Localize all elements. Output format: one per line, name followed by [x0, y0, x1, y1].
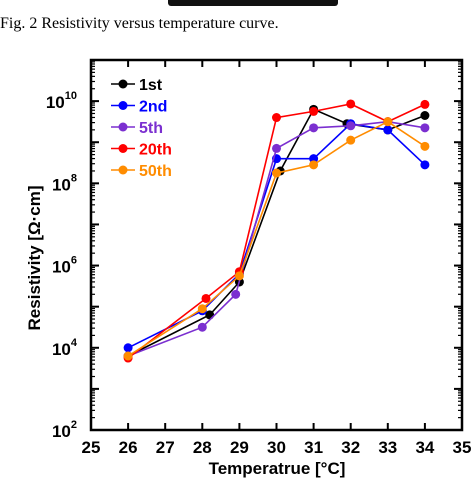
legend-item: 2nd	[111, 99, 167, 116]
x-tick-label: 33	[378, 438, 397, 457]
data-point	[383, 117, 393, 127]
series-20th	[123, 99, 430, 363]
axes: 25 26 27 28 29 30 31 32 33 34 35 102 104 106 108 1010	[46, 58, 472, 457]
data-point	[231, 289, 241, 299]
legend-marker	[118, 144, 128, 153]
series-lines	[123, 99, 430, 363]
x-axis-title: Temperatrue [°C]	[209, 459, 346, 478]
series-line	[127, 122, 426, 349]
series-line	[127, 120, 426, 357]
data-point	[346, 121, 356, 131]
legend-label: 5th	[139, 120, 163, 137]
x-tick-label: 27	[156, 438, 175, 457]
legend-marker	[118, 79, 128, 89]
legend-marker	[118, 122, 128, 132]
x-tick-label: 26	[119, 438, 138, 457]
x-tick-label: 30	[267, 438, 286, 457]
data-point	[420, 123, 430, 133]
cropped-heading-strip	[0, 0, 474, 7]
x-tick-label: 34	[415, 438, 434, 457]
x-tick-label: 29	[230, 438, 249, 457]
legend-label: 2nd	[139, 99, 167, 116]
data-point	[272, 143, 281, 153]
legend-label: 1st	[139, 77, 163, 94]
data-point	[309, 123, 319, 133]
legend-item: 50th	[111, 163, 172, 180]
data-point	[197, 322, 207, 332]
data-point	[234, 271, 244, 281]
data-point	[309, 154, 319, 164]
y-tick-label: 104	[52, 337, 78, 359]
x-tick-label: 35	[453, 438, 472, 457]
data-point	[346, 135, 356, 145]
legend-item: 1st	[111, 77, 163, 94]
x-tick-label: 25	[82, 438, 101, 457]
data-point	[123, 351, 133, 361]
y-tick-label: 1010	[46, 90, 77, 112]
x-tick-label: 28	[193, 438, 212, 457]
data-point	[123, 343, 133, 353]
data-point	[420, 160, 430, 170]
data-point	[420, 141, 430, 151]
series-50th	[123, 117, 430, 361]
data-point	[197, 304, 207, 314]
y-tick-label: 108	[52, 172, 77, 194]
data-point	[309, 106, 319, 116]
data-point	[272, 113, 281, 123]
data-point	[420, 99, 430, 109]
y-axis-title: Resistivity [Ω·cm]	[25, 186, 44, 331]
legend-marker	[118, 101, 128, 110]
data-point	[272, 168, 281, 178]
data-point	[309, 160, 319, 170]
legend-label: 20th	[139, 142, 172, 159]
legend-item: 5th	[111, 120, 163, 137]
data-point	[420, 111, 430, 120]
data-point	[383, 125, 393, 135]
legend: 1st 2nd 5th 20th 50th	[111, 77, 172, 180]
y-tick-label: 106	[52, 255, 77, 277]
y-tick-label: 102	[52, 419, 77, 441]
x-tick-label: 31	[304, 438, 323, 457]
legend-marker	[118, 165, 128, 175]
legend-label: 50th	[139, 163, 172, 180]
legend-item: 20th	[111, 142, 172, 159]
data-point	[201, 293, 211, 303]
series-line	[127, 120, 426, 357]
figure-caption: Fig. 2 Resistivity versus temperature cu…	[0, 15, 279, 32]
series-line	[127, 103, 426, 359]
x-tick-label: 32	[341, 438, 360, 457]
data-point	[346, 99, 356, 109]
